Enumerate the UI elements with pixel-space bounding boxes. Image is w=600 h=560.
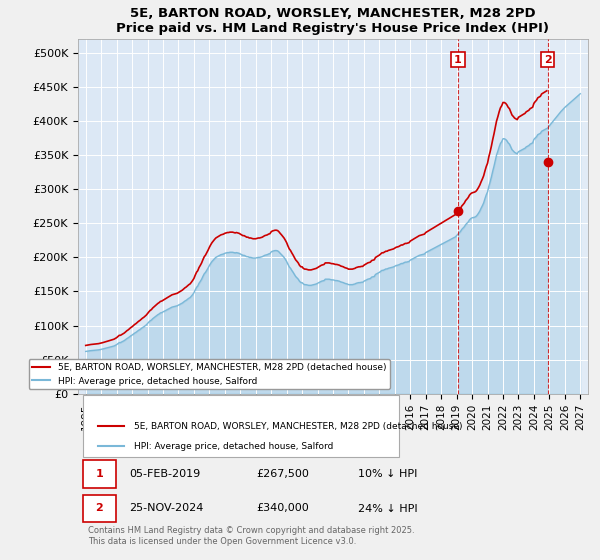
FancyBboxPatch shape — [83, 494, 116, 522]
Text: HPI: Average price, detached house, Salford: HPI: Average price, detached house, Salf… — [134, 442, 334, 451]
Text: Contains HM Land Registry data © Crown copyright and database right 2025.
This d: Contains HM Land Registry data © Crown c… — [88, 526, 415, 545]
Text: 2: 2 — [544, 55, 551, 64]
Text: 1: 1 — [454, 55, 462, 64]
Text: £340,000: £340,000 — [257, 503, 309, 514]
Legend: 5E, BARTON ROAD, WORSLEY, MANCHESTER, M28 2PD (detached house), HPI: Average pri: 5E, BARTON ROAD, WORSLEY, MANCHESTER, M2… — [29, 360, 389, 389]
Text: 25-NOV-2024: 25-NOV-2024 — [129, 503, 203, 514]
FancyBboxPatch shape — [83, 395, 400, 458]
Text: 10% ↓ HPI: 10% ↓ HPI — [359, 469, 418, 479]
Bar — [548, 39, 588, 394]
Text: 05-FEB-2019: 05-FEB-2019 — [129, 469, 200, 479]
Text: 5E, BARTON ROAD, WORSLEY, MANCHESTER, M28 2PD (detached house): 5E, BARTON ROAD, WORSLEY, MANCHESTER, M2… — [134, 422, 463, 431]
Title: 5E, BARTON ROAD, WORSLEY, MANCHESTER, M28 2PD
Price paid vs. HM Land Registry's : 5E, BARTON ROAD, WORSLEY, MANCHESTER, M2… — [116, 7, 550, 35]
Text: 24% ↓ HPI: 24% ↓ HPI — [359, 503, 418, 514]
Text: 1: 1 — [95, 469, 103, 479]
Text: 2: 2 — [95, 503, 103, 514]
Text: £267,500: £267,500 — [257, 469, 310, 479]
FancyBboxPatch shape — [83, 460, 116, 488]
